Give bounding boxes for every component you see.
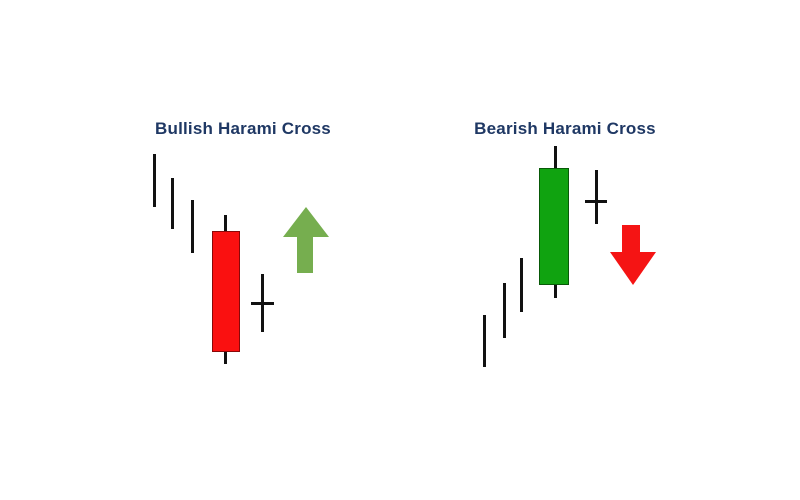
doji-cross-vertical [595,170,598,224]
up-arrow-icon [283,207,329,237]
down-arrow-icon [610,252,656,285]
bearish-harami-cross-title: Bearish Harami Cross [474,119,656,138]
bullish-harami-cross-title: Bullish Harami Cross [155,119,331,138]
red-candle-lower-wick [224,352,227,364]
down-arrow-stem [622,225,640,253]
downtrend-bar-2 [171,178,174,229]
downtrend-bar-3 [191,200,194,253]
red-candle-upper-wick [224,215,227,232]
green-candle-upper-wick [554,146,557,169]
uptrend-bar-1 [483,315,486,367]
uptrend-bar-3 [520,258,523,312]
doji-cross-horizontal [251,302,274,305]
green-candle-body [539,168,569,285]
downtrend-bar-1 [153,154,156,207]
up-arrow-stem [297,236,313,273]
green-candle-lower-wick [554,285,557,298]
red-candle-body [212,231,240,352]
doji-cross-horizontal [585,200,607,203]
uptrend-bar-2 [503,283,506,338]
